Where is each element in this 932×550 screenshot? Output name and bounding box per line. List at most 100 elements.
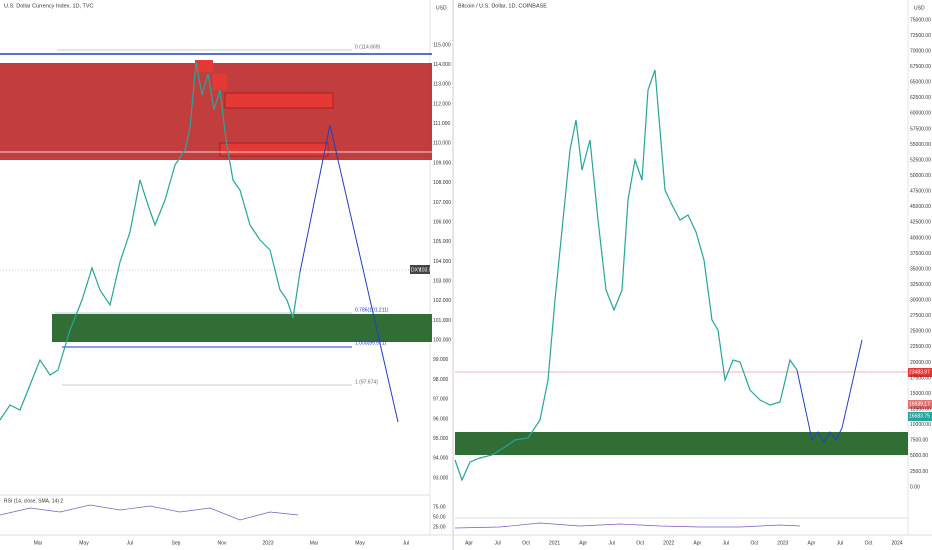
- time-axis-label: Oct: [865, 540, 873, 546]
- fib-label: 0 (114.669): [355, 44, 381, 50]
- price-axis-label: 100.000: [433, 338, 451, 344]
- price-axis-label: 0.00: [910, 484, 920, 490]
- price-axis-label: 99.000: [433, 357, 449, 363]
- currency-label: USD: [914, 5, 925, 11]
- time-axis-label: 2023: [777, 540, 788, 546]
- price-axis-label: 42500.00: [910, 220, 931, 226]
- time-axis-label: Apr: [808, 540, 816, 546]
- time-axis-label: 2022: [663, 540, 674, 546]
- price-axis-label: 40000.00: [910, 235, 931, 241]
- zone-box: [195, 60, 213, 72]
- time-axis-label: Jul: [837, 540, 843, 546]
- price-axis-label: 75000.00: [910, 17, 931, 23]
- time-axis-label: Jul: [608, 540, 614, 546]
- price-axis-label: 114.000: [433, 62, 451, 68]
- chart-title: Bitcoin / U.S. Dollar, 1D, COINBASE: [458, 3, 547, 9]
- price-tag: 23483.97: [909, 369, 930, 375]
- time-axis-label: May: [355, 540, 365, 546]
- rsi-line: [454, 522, 801, 529]
- price-axis-label: 109.000: [433, 160, 451, 166]
- time-axis-label: Sep: [172, 540, 181, 546]
- time-axis-label: Jul: [723, 540, 729, 546]
- price-axis-label: 52500.00: [910, 157, 931, 163]
- price-axis-label: 30000.00: [910, 298, 931, 304]
- time-axis-label: Apr: [693, 540, 701, 546]
- time-axis-label: Apr: [465, 540, 473, 546]
- price-axis-label: 27500.00: [910, 313, 931, 319]
- price-axis-label: 62500.00: [910, 95, 931, 101]
- price-axis-label: 72500.00: [910, 33, 931, 39]
- price-axis-label: 107.000: [433, 200, 451, 206]
- rsi-line: [0, 504, 299, 521]
- time-axis-label: Jul: [403, 540, 409, 546]
- time-axis-label: 2021: [549, 540, 560, 546]
- price-axis-label: 110.000: [433, 141, 451, 147]
- price-tag: 16683.75: [909, 413, 930, 419]
- price-axis-label: 108.000: [433, 180, 451, 186]
- price-tag-box: [908, 400, 932, 409]
- price-axis-label: 25000.00: [910, 329, 931, 335]
- price-axis-label: 102.000: [433, 298, 451, 304]
- price-axis-label: 96.000: [433, 416, 449, 422]
- price-axis-label: 111.000: [433, 121, 451, 127]
- price-axis-label: 35000.00: [910, 266, 931, 272]
- price-axis-label: 98.000: [433, 377, 449, 383]
- price-axis-label: 70000.00: [910, 48, 931, 54]
- price-series: [0, 61, 301, 421]
- price-axis-label: 112.000: [433, 101, 451, 107]
- price-axis-label: 115.000: [433, 42, 451, 48]
- price-axis-label: 37500.00: [910, 251, 931, 257]
- price-tag: 103.595: [419, 267, 437, 273]
- price-axis-label: 20000.00: [910, 360, 931, 366]
- price-tag: 16939.17: [909, 401, 930, 407]
- price-axis-label: 97.000: [433, 397, 449, 403]
- price-axis-label: 12500.00: [910, 406, 931, 412]
- time-axis-label: Mar: [34, 540, 43, 546]
- price-axis-label: 25.00: [433, 524, 446, 530]
- price-axis-label: 113.000: [433, 82, 451, 88]
- price-tag-box: [908, 368, 932, 377]
- price-axis-label: 94.000: [433, 456, 449, 462]
- demand-zone: [52, 314, 432, 342]
- zone-box: [224, 92, 334, 109]
- time-axis-label: Jul: [494, 540, 500, 546]
- time-axis-label: 2023: [262, 540, 273, 546]
- time-axis-label: Jul: [127, 540, 133, 546]
- price-axis-label: 55000.00: [910, 142, 931, 148]
- price-tag-box: [410, 265, 430, 274]
- price-axis-label: 22500.00: [910, 344, 931, 350]
- price-axis-label: 57500.00: [910, 126, 931, 132]
- fib-label: 1 (97.674): [355, 379, 378, 385]
- trend-line: [237, 181, 309, 279]
- price-axis-label: 105.000: [433, 239, 451, 245]
- demand-zone: [455, 432, 908, 455]
- price-axis-label: 60000.00: [910, 111, 931, 117]
- price-series: [454, 69, 798, 482]
- projection: [299, 124, 399, 423]
- time-axis-label: 2024: [891, 540, 902, 546]
- time-axis-label: Oct: [636, 540, 644, 546]
- time-axis-label: Mar: [310, 540, 319, 546]
- time-axis-label: Oct: [522, 540, 530, 546]
- price-axis-label: 7500.00: [910, 438, 928, 444]
- price-axis-label: 47500.00: [910, 189, 931, 195]
- price-axis-label: 106.000: [433, 219, 451, 225]
- time-axis-label: May: [79, 540, 89, 546]
- price-axis-label: 93.000: [433, 475, 449, 481]
- price-axis-label: 5000.00: [910, 453, 928, 459]
- currency-label: USD: [436, 5, 447, 11]
- time-axis-label: Nov: [218, 540, 227, 546]
- price-axis-label: 45000.00: [910, 204, 931, 210]
- fib-label: 1.000(99.571): [355, 340, 386, 346]
- price-axis-label: 75.00: [433, 504, 446, 510]
- price-axis-label: 103.000: [433, 279, 451, 285]
- price-axis-label: 50.00: [433, 514, 446, 520]
- price-axis-label: 32500.00: [910, 282, 931, 288]
- price-axis-label: 17500.00: [910, 375, 931, 381]
- price-axis-label: 95.000: [433, 436, 449, 442]
- fib-label: 0.786(101.211): [355, 307, 389, 313]
- projection: [796, 339, 863, 443]
- time-axis-label: Apr: [579, 540, 587, 546]
- symbol-tag: DXY: [411, 267, 422, 273]
